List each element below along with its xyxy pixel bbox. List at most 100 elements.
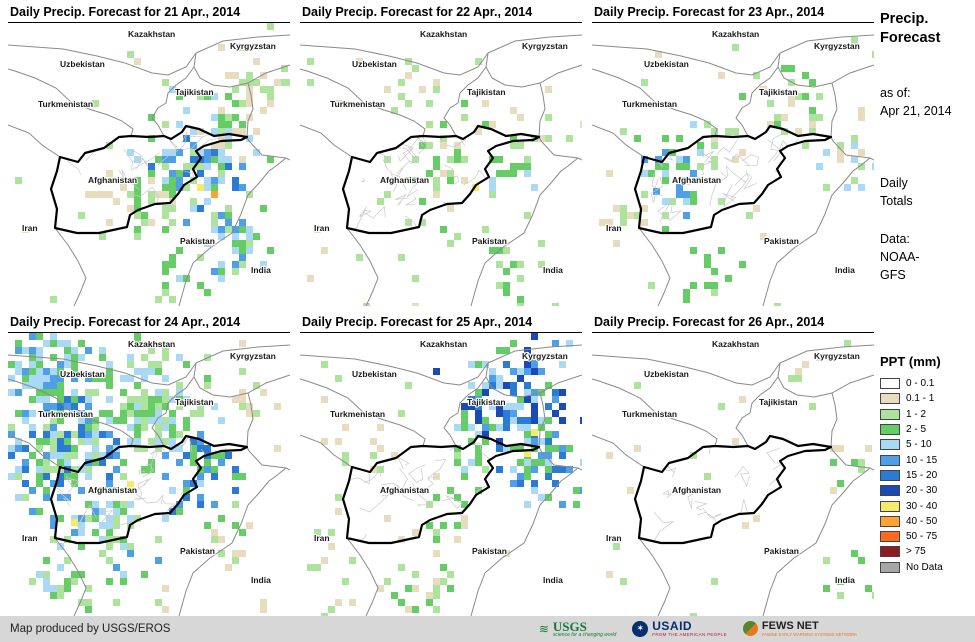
legend-swatch	[880, 378, 900, 390]
country-label: Uzbekistan	[644, 59, 689, 69]
country-label: India	[543, 575, 563, 585]
afghanistan-border	[49, 124, 249, 235]
precip-cells	[15, 23, 290, 303]
map-svg: Kazakhstan Kyrgyzstan Uzbekistan Tajikistan…	[8, 333, 290, 616]
panel-title: Daily Precip. Forecast for 24 Apr., 2014	[8, 314, 290, 333]
legend-label: 30 - 40	[906, 500, 938, 512]
legend-swatch	[880, 424, 900, 436]
country-label: Tajikistan	[759, 397, 798, 407]
legend-item: 15 - 20	[880, 468, 974, 483]
panel-title: Daily Precip. Forecast for 23 Apr., 2014	[592, 4, 874, 23]
legend-swatch	[880, 469, 900, 481]
country-label: Tajikistan	[467, 397, 506, 407]
legend-item: 10 - 15	[880, 452, 974, 467]
asof-label: as of:	[880, 86, 911, 100]
totals-line2: Totals	[880, 194, 913, 208]
country-labels: Kazakhstan Kyrgyzstan Uzbekistan Tajikistan…	[605, 28, 861, 276]
country-label: Tajikistan	[467, 87, 506, 97]
legend-item: 0.1 - 1	[880, 391, 974, 406]
usgs-logo: ≋ USGS science for a changing world	[538, 618, 616, 639]
info-sidebar: Precip. Forecast as of: Apr 21, 2014 Dai…	[880, 10, 974, 575]
precip-cells	[606, 340, 874, 616]
country-label: Iran	[314, 223, 330, 233]
map-panel: Daily Precip. Forecast for 22 Apr., 2014…	[300, 4, 582, 306]
country-label: Pakistan	[472, 236, 507, 246]
country-label: Kazakhstan	[128, 339, 175, 349]
country-label: Kazakhstan	[128, 29, 175, 39]
legend-item: 2 - 5	[880, 422, 974, 437]
country-label: Uzbekistan	[352, 59, 397, 69]
precip-cells	[599, 37, 874, 306]
country-borders	[300, 344, 582, 616]
fewsnet-logo: FEWS NET FAMINE EARLY WARNING SYSTEMS NE…	[742, 620, 857, 637]
usaid-logo-text: USAID	[652, 619, 693, 634]
usaid-logo: ✶ USAID FROM THE AMERICAN PEOPLE	[632, 620, 727, 637]
legend-label: 1 - 2	[906, 408, 927, 420]
afghanistan-border	[633, 124, 833, 235]
usaid-tagline: FROM THE AMERICAN PEOPLE	[652, 631, 727, 637]
legend: 0 - 0.1 0.1 - 1 1 - 2 2 - 5 5 - 10 10 - 15 15 …	[880, 376, 974, 575]
map-svg: Kazakhstan Kyrgyzstan Uzbekistan Tajikistan…	[592, 23, 874, 306]
country-label: Kazakhstan	[712, 339, 759, 349]
afghanistan-border	[49, 434, 249, 545]
country-label: Turkmenistan	[38, 99, 93, 109]
panel-title: Daily Precip. Forecast for 25 Apr., 2014	[300, 314, 582, 333]
data-label: Data:	[880, 232, 910, 246]
country-label: Turkmenistan	[38, 409, 93, 419]
precip-cells	[8, 333, 281, 613]
precip-cells	[307, 333, 582, 616]
afghanistan-border	[341, 434, 541, 545]
legend-item: 20 - 30	[880, 483, 974, 498]
legend-swatch	[880, 546, 900, 558]
country-label: Turkmenistan	[330, 409, 385, 419]
legend-label: 0 - 0.1	[906, 378, 935, 390]
panel-title: Daily Precip. Forecast for 22 Apr., 2014	[300, 4, 582, 23]
afghanistan-border	[341, 124, 541, 235]
country-label: Tajikistan	[175, 397, 214, 407]
legend-swatch	[880, 408, 900, 420]
country-labels: Kazakhstan Kyrgyzstan Uzbekistan Tajikistan…	[313, 28, 569, 276]
fewsnet-tagline: FAMINE EARLY WARNING SYSTEMS NETWORK	[761, 631, 857, 637]
country-label: Uzbekistan	[644, 369, 689, 379]
country-borders	[592, 34, 874, 306]
country-label: Tajikistan	[175, 87, 214, 97]
country-label: Uzbekistan	[352, 369, 397, 379]
country-label: Iran	[314, 533, 330, 543]
country-borders	[592, 344, 874, 616]
country-label: Iran	[22, 223, 38, 233]
country-label: Pakistan	[180, 236, 215, 246]
asof-date: Apr 21, 2014	[880, 104, 952, 118]
country-labels: Kazakhstan Kyrgyzstan Uzbekistan Tajikistan…	[313, 338, 569, 586]
usaid-seal-icon: ✶	[632, 620, 649, 637]
country-label: India	[835, 265, 855, 275]
legend-swatch	[880, 393, 900, 405]
country-label: Iran	[606, 533, 622, 543]
credit-text: Map produced by USGS/EROS	[10, 623, 171, 635]
country-label: Pakistan	[472, 546, 507, 556]
totals-line1: Daily	[880, 176, 908, 190]
country-label: Turkmenistan	[622, 99, 677, 109]
legend-swatch	[880, 531, 900, 543]
country-label: Kyrgyzstan	[522, 41, 568, 51]
legend-label: 10 - 15	[906, 454, 938, 466]
legend-label: 40 - 50	[906, 515, 938, 527]
usgs-wave-icon: ≋	[538, 621, 549, 636]
district-boundaries	[346, 442, 539, 543]
country-label: Uzbekistan	[60, 369, 105, 379]
country-label: Pakistan	[764, 546, 799, 556]
map-panel: Daily Precip. Forecast for 23 Apr., 2014…	[592, 4, 874, 306]
legend-item: No Data	[880, 560, 974, 575]
legend-label: > 75	[906, 546, 926, 558]
panel-title: Daily Precip. Forecast for 21 Apr., 2014	[8, 4, 290, 23]
country-label: Uzbekistan	[60, 59, 105, 69]
footer-logos: ≋ USGS science for a changing world ✶ US…	[538, 618, 857, 639]
country-labels: Kazakhstan Kyrgyzstan Uzbekistan Tajikistan…	[21, 338, 277, 586]
legend-label: 20 - 30	[906, 485, 938, 497]
country-label: Afghanistan	[88, 175, 137, 185]
legend-item: 5 - 10	[880, 437, 974, 452]
country-label: India	[251, 575, 271, 585]
usgs-logo-text: USGS	[552, 618, 587, 634]
country-labels: Kazakhstan Kyrgyzstan Uzbekistan Tajikistan…	[21, 28, 277, 276]
country-label: Afghanistan	[672, 175, 721, 185]
